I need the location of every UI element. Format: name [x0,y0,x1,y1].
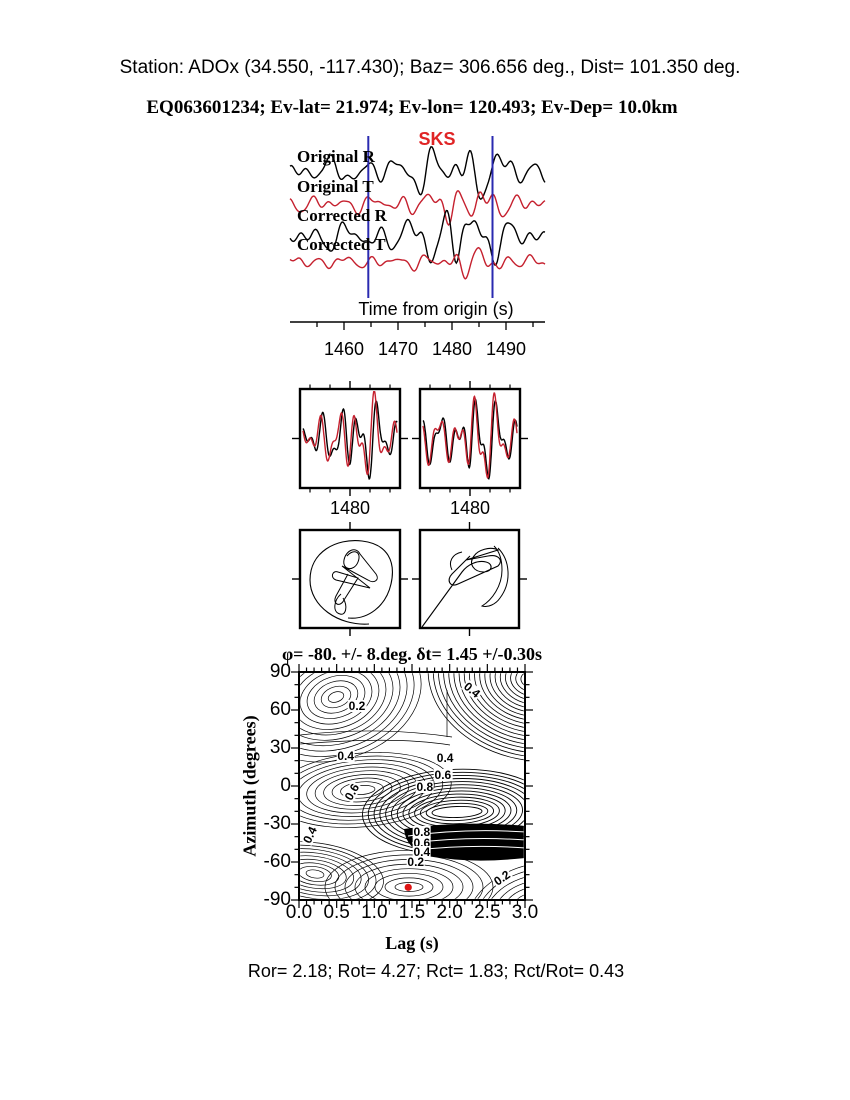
contour-lines [300,673,524,899]
trace-corrected-t [289,246,546,280]
trace-original-t [289,190,546,226]
comparison-panel-right [412,381,528,496]
trace-original-r [289,146,546,201]
comparison-panel-left [292,381,408,496]
waveform-traces [289,146,546,280]
trace-corrected-r [289,209,546,267]
particle-motion-right [412,522,527,636]
contour-plot [291,664,533,908]
analysis-window-lines [367,136,494,298]
particle-motion-left [292,522,408,636]
time-axis [290,321,545,330]
best-fit-dot [404,883,412,891]
